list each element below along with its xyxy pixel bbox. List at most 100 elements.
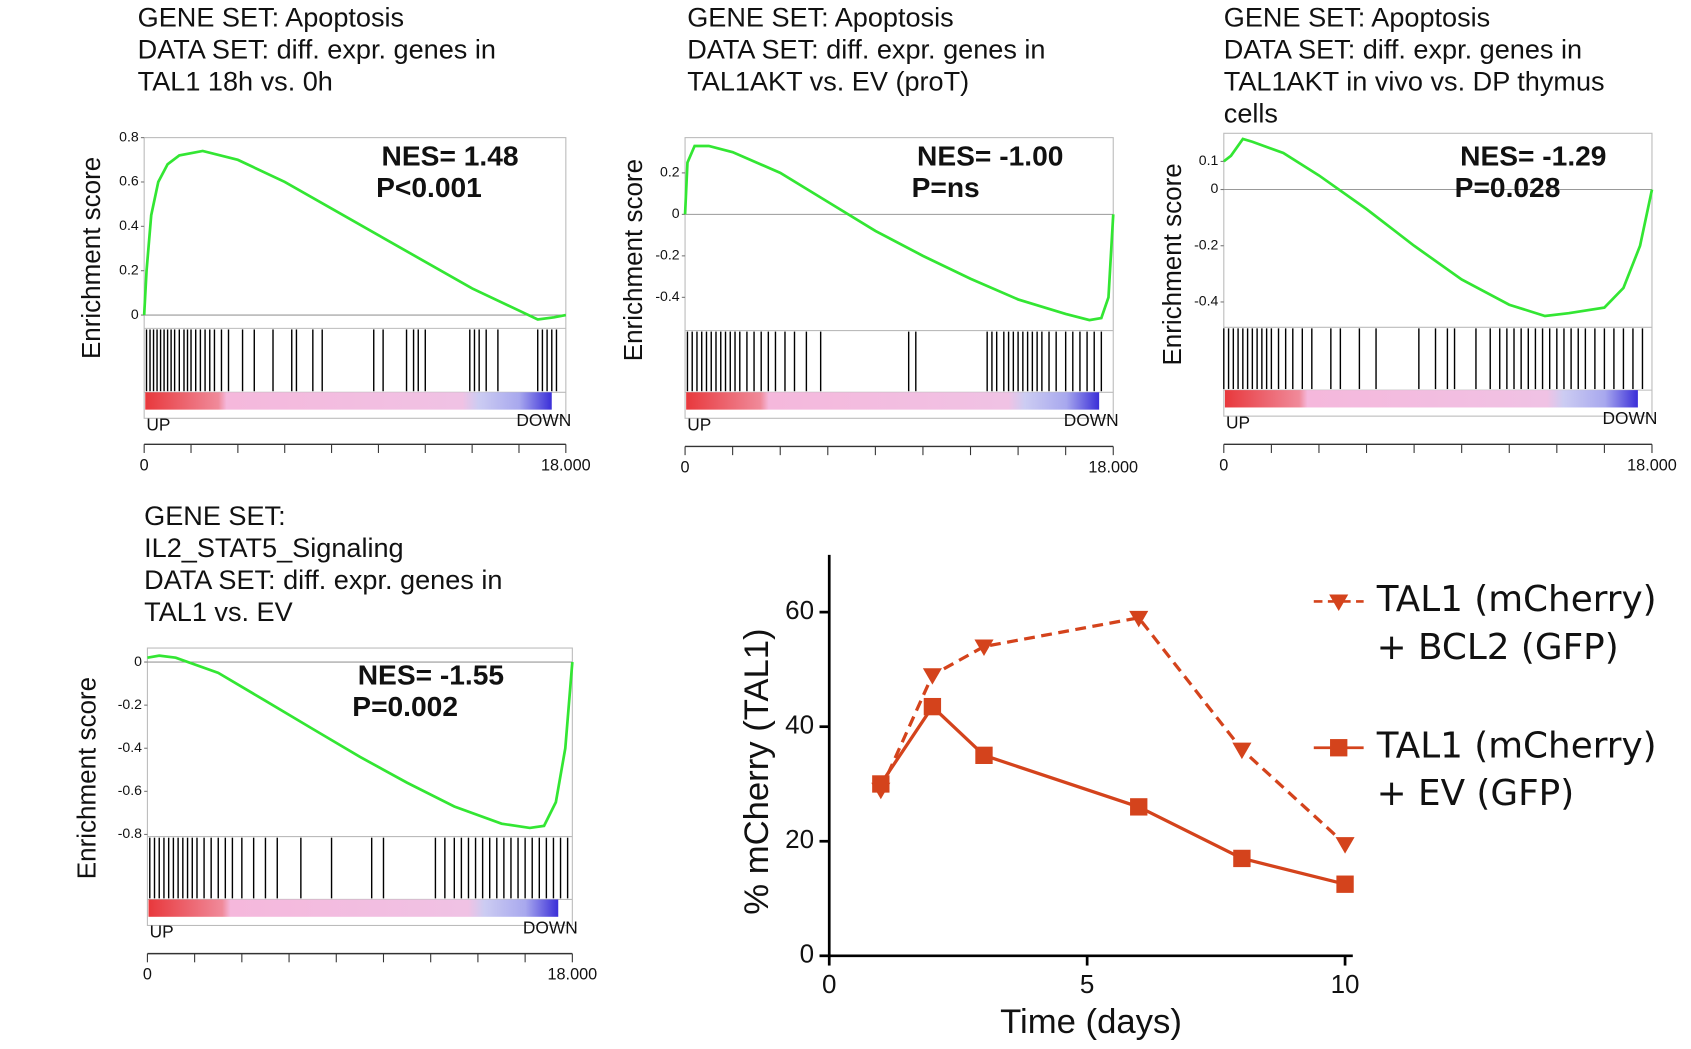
- enrichment-curve: [147, 654, 574, 830]
- enrichment-curve: [683, 144, 1115, 322]
- start-label: UP: [150, 922, 174, 942]
- y-axis-label: Enrichment score: [1157, 163, 1187, 365]
- p-label: P=0.028: [1455, 171, 1561, 203]
- x-tick-label: 10: [1331, 969, 1360, 999]
- marker: [872, 775, 890, 793]
- y-tick-label: 0: [800, 939, 814, 969]
- panel-title: TAL1 18h vs. 0h: [138, 66, 333, 97]
- marker: [1336, 875, 1354, 893]
- x-tick-label: 18.000: [1088, 458, 1138, 476]
- panel-title: DATA SET: diff. expr. genes in: [687, 34, 1045, 65]
- y-axis-label: Enrichment score: [76, 157, 106, 359]
- panel-title: DATA SET: diff. expr. genes in: [1224, 34, 1582, 65]
- marker: [1130, 798, 1148, 816]
- y-tick-label: -0.2: [118, 696, 142, 712]
- y-tick-label: 20: [785, 824, 814, 854]
- nes-label: NES= 1.48: [382, 140, 519, 172]
- y-tick-label: -0.8: [118, 825, 142, 841]
- end-label: DOWN: [1603, 408, 1658, 428]
- x-tick-label: 5: [1080, 969, 1094, 999]
- y-tick-label: 0.6: [119, 173, 139, 189]
- marker: [974, 639, 994, 657]
- y-tick-label: -0.4: [655, 288, 679, 304]
- plot-frame: [146, 647, 573, 927]
- x-tick-label: 18.000: [1627, 456, 1677, 474]
- nes-label: NES= -1.29: [1460, 140, 1606, 172]
- y-axis-label: Enrichment score: [72, 677, 102, 879]
- end-label: DOWN: [516, 410, 571, 430]
- marker: [923, 697, 942, 716]
- panel-title: GENE SET: Apoptosis: [1224, 2, 1490, 33]
- panel-title: TAL1AKT in vivo vs. DP thymus: [1224, 66, 1605, 97]
- p-label: P<0.001: [376, 171, 482, 203]
- marker: [1335, 837, 1355, 854]
- y-tick-label: -0.2: [655, 247, 679, 263]
- rank-bar: [1224, 390, 1638, 408]
- panel-title: TAL1 vs. EV: [144, 596, 293, 627]
- nes-label: NES= -1.55: [358, 659, 504, 691]
- x-tick-label: 0: [1219, 456, 1228, 474]
- y-tick-label: -0.6: [118, 782, 142, 798]
- plot-frame: [684, 137, 1114, 419]
- x-tick-label: 0: [143, 966, 152, 984]
- end-label: DOWN: [523, 917, 578, 937]
- p-label: P=0.002: [352, 690, 458, 722]
- start-label: UP: [146, 414, 170, 434]
- panel-title: GENE SET:: [144, 500, 285, 531]
- marker: [1233, 849, 1251, 868]
- panel-title: DATA SET: diff. expr. genes in: [144, 564, 502, 595]
- y-tick-label: 0.2: [119, 261, 139, 277]
- x-tick-label: 18.000: [547, 966, 597, 984]
- y-tick-label: 0: [134, 653, 142, 669]
- x-tick-label: 0: [822, 969, 836, 999]
- series-line: [879, 704, 1346, 886]
- plot-frame: [143, 137, 567, 419]
- y-axis-label: % mCherry (TAL1): [738, 628, 776, 914]
- marker: [975, 746, 993, 764]
- marker: [1329, 594, 1349, 611]
- y-tick-label: 0: [672, 205, 680, 221]
- panel-title: TAL1AKT vs. EV (proT): [687, 66, 969, 97]
- rank-bar: [145, 392, 552, 410]
- x-tick-label: 0: [140, 456, 149, 474]
- panel-title: cells: [1224, 98, 1278, 129]
- y-tick-label: -0.4: [1194, 293, 1218, 309]
- plot-frame: [1223, 132, 1653, 417]
- x-axis-label: Time (days): [1000, 1003, 1182, 1041]
- marker: [1232, 742, 1252, 760]
- panel-title: DATA SET: diff. expr. genes in: [138, 34, 496, 65]
- y-tick-label: -0.2: [1194, 236, 1218, 252]
- y-tick-label: 0.8: [119, 128, 139, 144]
- nes-label: NES= -1.00: [917, 140, 1063, 172]
- rank-bar: [148, 899, 559, 917]
- y-tick-label: 0: [131, 306, 139, 322]
- x-tick-label: 18.000: [541, 456, 591, 474]
- x-tick-label: 0: [681, 458, 690, 476]
- legend-label: TAL1 (mCherry) + BCL2 (GFP): [1376, 577, 1657, 668]
- enrichment-curve: [1222, 137, 1654, 318]
- series-line: [879, 616, 1347, 846]
- marker: [1129, 610, 1149, 628]
- y-tick-label: 0.4: [119, 217, 139, 233]
- p-label: P=ns: [912, 171, 980, 203]
- end-label: DOWN: [1064, 410, 1119, 430]
- marker: [922, 668, 942, 685]
- start-label: UP: [1226, 412, 1250, 432]
- y-tick-label: -0.4: [118, 739, 142, 755]
- y-tick-label: 0.1: [1199, 152, 1219, 168]
- panel-title: GENE SET: Apoptosis: [687, 2, 953, 33]
- rank-bar: [686, 392, 1100, 410]
- y-tick-label: 0.2: [660, 164, 680, 180]
- legend-entry: TAL1 (mCherry) + EV (GFP): [1376, 723, 1657, 814]
- y-axis-label: Enrichment score: [618, 159, 648, 361]
- y-tick-label: 60: [785, 595, 814, 625]
- panel-title: GENE SET: Apoptosis: [138, 2, 404, 33]
- legend-label: TAL1 (mCherry) + EV (GFP): [1376, 723, 1657, 814]
- marker: [1330, 739, 1348, 757]
- y-tick-label: 40: [785, 710, 814, 740]
- start-label: UP: [687, 414, 711, 434]
- y-tick-label: 0: [1211, 180, 1219, 196]
- legend-entry: TAL1 (mCherry) + BCL2 (GFP): [1376, 577, 1657, 668]
